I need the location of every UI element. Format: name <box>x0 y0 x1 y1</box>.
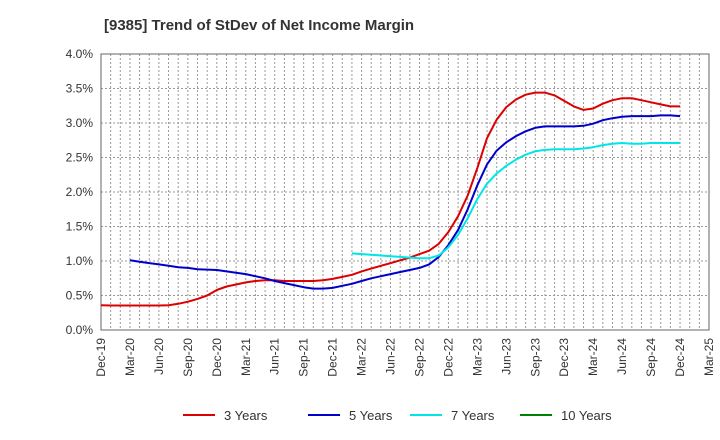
legend: 3 Years 5 Years 7 Years 10 Years <box>183 408 612 423</box>
series-line-7-years <box>351 142 680 260</box>
x-tick-label: Sep-20 <box>181 338 195 377</box>
chart-title: [9385] Trend of StDev of Net Income Marg… <box>104 17 414 34</box>
y-tick-label: 4.0% <box>66 47 94 61</box>
x-tick-label: Dec-22 <box>441 338 455 377</box>
x-tick-label: Dec-19 <box>94 338 108 377</box>
x-tick-label: Jun-23 <box>499 338 513 375</box>
x-tick-label: Dec-21 <box>326 338 340 377</box>
x-tick-label: Sep-23 <box>528 338 542 377</box>
x-tick-label: Mar-23 <box>470 338 484 376</box>
y-tick-label: 1.0% <box>66 254 94 268</box>
x-tick-label: Sep-24 <box>644 338 658 377</box>
series-line-3-years <box>100 91 680 307</box>
x-tick-label: Mar-21 <box>239 338 253 376</box>
x-tick-label: Mar-24 <box>586 338 600 376</box>
plot-border <box>100 53 710 331</box>
x-tick-label: Jun-22 <box>384 338 398 375</box>
y-tick-label: 3.0% <box>66 116 94 130</box>
series-lines <box>100 91 681 307</box>
y-tick-label: 1.5% <box>66 220 94 234</box>
y-tick-label: 2.0% <box>66 185 94 199</box>
x-tick-label: Jun-24 <box>615 338 629 375</box>
y-axis-tick-labels: 0.0% 0.5% 1.0% 1.5% 2.0% 2.5% 3.0% 3.5% 4.0% <box>66 47 94 337</box>
y-tick-label: 2.5% <box>66 151 94 165</box>
x-tick-label: Jun-21 <box>268 338 282 375</box>
x-tick-label: Sep-21 <box>297 338 311 377</box>
x-axis-tick-labels: Dec-19 Mar-20 Jun-20 Sep-20 Dec-20 Mar-21 Jun-… <box>94 338 716 377</box>
legend-label-3-years: 3 Years <box>224 408 268 423</box>
y-tick-label: 0.5% <box>66 289 94 303</box>
x-tick-label: Sep-22 <box>412 338 426 377</box>
x-tick-label: Mar-22 <box>355 338 369 376</box>
legend-label-7-years: 7 Years <box>451 408 495 423</box>
y-tick-label: 0.0% <box>66 323 94 337</box>
legend-label-10-years: 10 Years <box>561 408 612 423</box>
y-tick-label: 3.5% <box>66 82 94 96</box>
x-tick-label: Mar-20 <box>123 338 137 376</box>
x-tick-label: Mar-25 <box>702 338 716 376</box>
series-line-5-years <box>129 114 681 290</box>
x-tick-label: Jun-20 <box>152 338 166 375</box>
x-tick-label: Dec-23 <box>557 338 571 377</box>
x-tick-label: Dec-20 <box>210 338 224 377</box>
legend-label-5-years: 5 Years <box>349 408 393 423</box>
x-tick-label: Dec-24 <box>673 338 687 377</box>
